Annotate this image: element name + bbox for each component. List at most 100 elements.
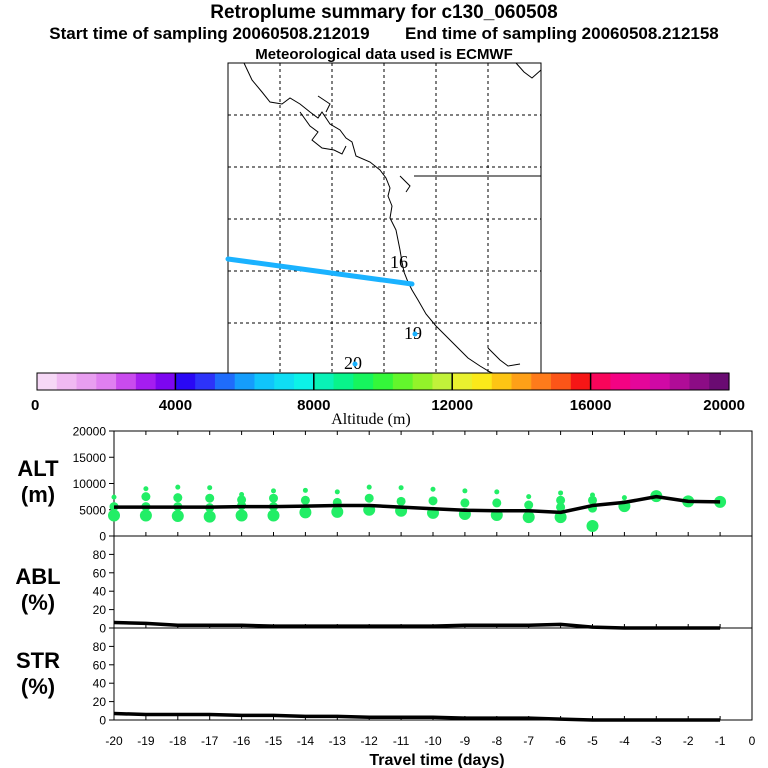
colorbar-swatch [234,373,256,390]
colorbar-swatch [135,373,157,390]
colorbar-title: Altitude (m) [331,411,411,428]
colorbar-swatch [689,373,710,390]
alt-axis-label: ALT (m) [0,456,78,508]
panel-frame [113,535,753,629]
colorbar-swatch [649,373,671,390]
x-tick-label: -1 [715,734,726,748]
y-tick-label: 20000 [73,425,107,439]
altitude-point [364,493,374,503]
abl-axis-label-line1: ABL [15,564,61,589]
x-tick-label: -20 [105,734,123,748]
altitude-point [428,496,438,506]
altitude-point [300,495,310,505]
colorbar-swatch [175,373,196,390]
colorbar-swatch [353,373,374,390]
altitude-point [143,486,149,492]
altitude-point [111,494,117,500]
coastline [243,62,542,376]
met-data-label: Meteorological data used is ECMWF [255,46,513,63]
x-tick-label: -13 [329,734,347,748]
altitude-point [302,487,308,493]
altitude-point [558,490,564,496]
y-tick-label: 20 [93,695,107,709]
str-line [113,711,721,722]
altitude-point [267,509,280,522]
altitude-point [430,486,436,492]
colorbar-swatch [373,373,394,390]
x-tick-label: -16 [233,734,251,748]
start-time-label: Start time of sampling 20060508.212019 [49,24,370,43]
chart-title: Retroplume summary for c130_060508 [210,2,558,23]
str-axis-label-line1: STR [16,648,60,673]
abl-axis-label: ABL (%) [0,564,78,616]
colorbar-swatch [412,373,434,390]
altitude-point [586,520,599,533]
altitude-point [494,489,500,495]
x-tick-label: -7 [523,734,534,748]
abl-axis-label-line2: (%) [20,590,56,615]
x-tick-label: -5 [587,734,598,748]
altitude-point [108,509,120,522]
altitude-point [554,511,567,524]
altitude-point [299,506,312,519]
colorbar-swatch [313,373,335,390]
colorbar-swatch [432,373,453,390]
colorbar-swatch [452,373,473,390]
altitude-point [334,489,340,495]
y-tick-label: 20 [93,603,107,617]
colorbar-tick-label: 12000 [431,397,473,414]
altitude-point [205,493,215,503]
colorbar-swatch [392,373,414,390]
colorbar-swatch [333,373,354,390]
y-tick-label: 80 [93,640,107,654]
altitude-point [621,495,627,501]
x-tick-label: -12 [361,734,379,748]
x-tick-label: -3 [651,734,662,748]
map-gridlines [228,63,541,375]
colorbar-swatch [590,373,611,390]
panel-frame [113,627,753,721]
colorbar-swatch [96,373,117,390]
x-tick-label: -15 [265,734,283,748]
colorbar-tick-label: 4000 [159,397,192,414]
y-tick-label: 40 [93,585,107,599]
altitude-point [141,492,151,502]
y-tick-label: 0 [99,530,106,544]
x-tick-label: -2 [683,734,694,748]
y-tick-label: 60 [93,566,107,580]
colorbar-tick-label: 0 [31,397,39,414]
colorbar-swatch [531,373,552,390]
x-axis-label: Travel time (days) [369,752,504,768]
colorbar-swatch [214,373,236,390]
colorbar-swatch [709,373,730,390]
map-label-16: 16 [390,252,408,272]
x-tick-label: -9 [460,734,471,748]
colorbar-swatch [254,373,275,390]
y-tick-label: 5000 [79,503,106,517]
map-panel: 16 19 20 [225,62,542,376]
colorbar-ticks: 0 4000 8000 12000 16000 20000 [31,397,745,414]
altitude-point [492,498,502,508]
colorbar-swatch [630,373,651,390]
x-tick-label: -11 [393,734,410,748]
altitude-point [271,488,276,494]
altitude-point [460,498,470,508]
x-tick-label: -14 [297,734,315,748]
colorbar-frame [36,372,730,391]
panel-alt: 20000 15000 10000 5000 0 [73,425,753,544]
colorbar-swatch [669,373,691,390]
y-tick-label: 0 [99,622,106,636]
mean-altitude-line [114,494,721,515]
y-tick-label: 0 [99,714,106,728]
x-tick-label: -17 [201,734,219,748]
altitude-point [590,492,595,498]
colorbar-swatch [195,373,216,390]
x-tick-label: -8 [491,734,502,748]
altitude-point [396,496,406,506]
altitude-point [175,484,181,490]
x-tick-label: -18 [169,734,187,748]
colorbar-swatch [37,373,58,390]
altitude-point [462,488,468,494]
altitude-point [522,511,535,524]
